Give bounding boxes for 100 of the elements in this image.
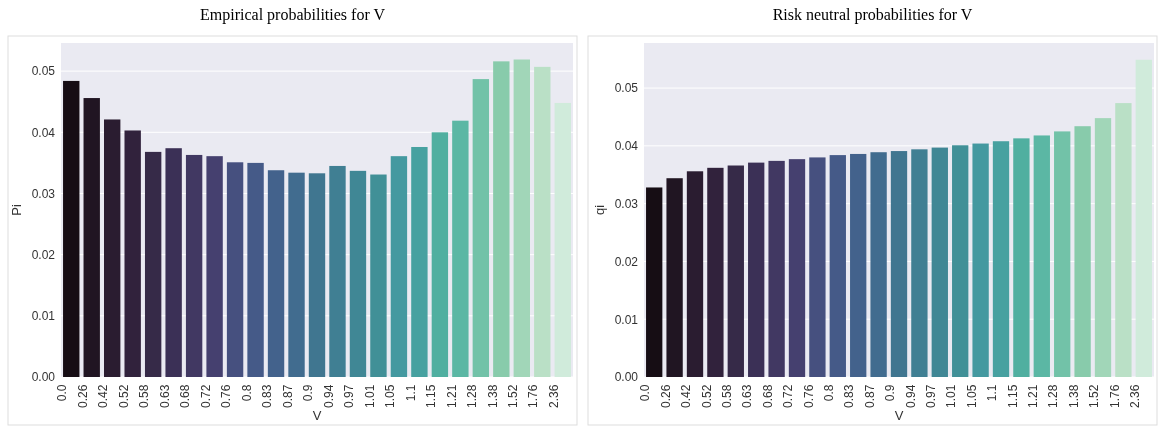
x-tick-label: 0.52 — [699, 384, 714, 408]
bar — [390, 156, 408, 377]
y-axis-title: Pi — [9, 204, 24, 216]
y-tick-label: 0.05 — [31, 64, 56, 79]
x-tick-label: 0.0 — [638, 384, 653, 402]
x-tick-label: 1.15 — [424, 384, 439, 408]
bar — [707, 167, 724, 377]
x-tick-label: 1.76 — [526, 384, 541, 408]
x-tick-label: 0.72 — [781, 384, 796, 408]
bar — [1074, 126, 1091, 377]
bar — [1054, 131, 1071, 377]
x-tick-label: 1.52 — [1087, 384, 1102, 408]
x-tick-label: 0.52 — [116, 384, 131, 408]
bar — [748, 162, 765, 377]
y-tick-label: 0.00 — [31, 370, 56, 385]
bar — [931, 147, 948, 377]
bar — [472, 79, 490, 377]
bar — [666, 178, 683, 377]
x-tick-label: 1.28 — [465, 384, 480, 408]
x-tick-label: 0.63 — [157, 384, 172, 408]
bar — [890, 151, 908, 377]
x-tick-label: 1.01 — [362, 384, 377, 408]
x-tick-label: 2.36 — [1128, 384, 1142, 408]
bar — [206, 156, 223, 377]
x-axis-title: V — [894, 408, 904, 423]
bar — [452, 120, 469, 377]
x-tick-label: 1.1 — [985, 384, 1000, 402]
y-tick-label: 0.04 — [614, 139, 639, 154]
x-tick-label: 0.68 — [760, 384, 775, 408]
x-tick-label: 0.9 — [883, 384, 898, 402]
bar — [247, 162, 264, 377]
bar — [788, 159, 806, 377]
x-tick-label: 0.76 — [801, 384, 816, 408]
bar — [646, 187, 663, 377]
x-tick-label: 1.38 — [1066, 384, 1081, 408]
x-tick-label: 0.87 — [862, 384, 877, 408]
y-tick-label: 0.04 — [31, 125, 56, 140]
bar — [349, 170, 367, 377]
x-tick-label: 0.58 — [720, 384, 734, 408]
x-tick-label: 0.42 — [679, 384, 694, 408]
chart-title: Risk neutral probabilities for V — [772, 6, 973, 24]
bar — [1094, 118, 1112, 377]
x-tick-label: 0.97 — [342, 384, 357, 408]
bar — [952, 145, 969, 377]
x-tick-label: 0.26 — [75, 384, 90, 408]
x-tick-label: 0.42 — [96, 384, 111, 408]
bar — [226, 162, 244, 377]
x-tick-label: 0.63 — [740, 384, 755, 408]
y-tick-label: 0.00 — [614, 370, 639, 385]
bar — [554, 102, 571, 377]
bar — [727, 165, 744, 377]
bar — [370, 174, 387, 377]
x-tick-label: 0.94 — [321, 384, 336, 408]
x-tick-label: 0.76 — [219, 384, 234, 408]
bar — [411, 146, 428, 377]
x-tick-label: 1.52 — [506, 384, 520, 408]
x-tick-label: 0.8 — [239, 384, 254, 402]
x-tick-label: 1.38 — [485, 384, 500, 408]
x-tick-label: 0.94 — [903, 384, 918, 408]
bar — [829, 155, 846, 377]
bar — [809, 157, 826, 377]
x-tick-label: 0.8 — [822, 384, 836, 402]
bar — [992, 141, 1010, 377]
bar — [850, 153, 867, 377]
y-tick-label: 0.01 — [614, 312, 639, 327]
bar — [124, 130, 141, 377]
bar — [513, 59, 530, 377]
bar — [267, 170, 285, 377]
y-tick-label: 0.03 — [31, 186, 56, 201]
bar — [1135, 59, 1152, 377]
x-tick-label: 1.1 — [403, 384, 418, 402]
x-tick-label: 0.87 — [280, 384, 295, 408]
bar — [83, 98, 100, 377]
bar — [104, 119, 121, 377]
bar — [768, 160, 785, 377]
bar — [288, 172, 305, 377]
x-tick-label: 0.72 — [198, 384, 213, 408]
bar — [911, 149, 928, 377]
bar — [493, 61, 510, 377]
bar — [165, 148, 182, 377]
x-tick-label: 1.21 — [1026, 384, 1040, 408]
bar — [308, 173, 326, 377]
x-tick-label: 0.58 — [137, 384, 152, 408]
y-axis-title: qi — [592, 204, 607, 216]
x-tick-label: 0.9 — [301, 384, 316, 402]
bar — [1033, 135, 1050, 377]
bar — [185, 154, 203, 377]
x-tick-label: 1.05 — [383, 384, 398, 408]
bar — [329, 165, 346, 377]
y-tick-label: 0.01 — [31, 309, 56, 324]
x-axis-title: V — [312, 408, 322, 423]
x-tick-label: 0.0 — [55, 384, 70, 402]
y-tick-label: 0.05 — [614, 81, 639, 96]
x-tick-label: 1.76 — [1107, 384, 1122, 408]
bar — [431, 132, 449, 377]
bar — [63, 80, 80, 377]
x-tick-label: 1.21 — [444, 384, 459, 408]
x-tick-label: 0.68 — [178, 384, 193, 408]
x-tick-label: 1.05 — [964, 384, 979, 408]
bar — [534, 66, 551, 377]
